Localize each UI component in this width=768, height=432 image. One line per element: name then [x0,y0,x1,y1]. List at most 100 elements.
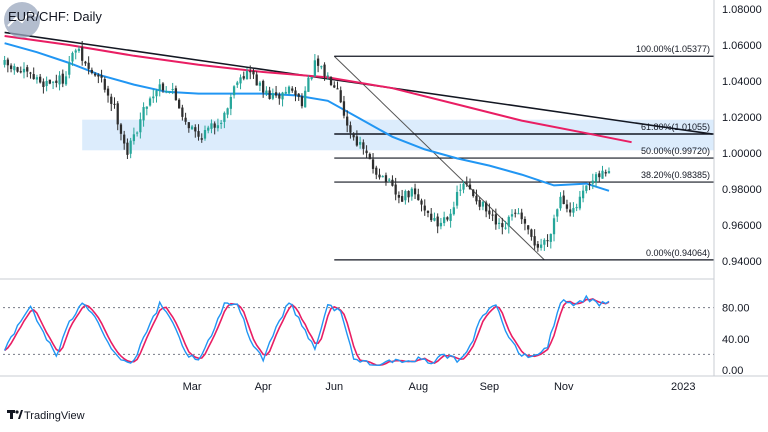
candle-body [468,184,472,190]
candle-body [575,207,578,209]
candle-body [549,233,552,242]
candle-body [336,88,339,90]
candle-body [174,88,178,101]
candle-body [371,159,375,169]
price-axis-label: 1.06000 [722,40,762,52]
candle-body [546,240,549,242]
candle-body [242,76,245,79]
candle-body [258,82,262,86]
candle-body [249,71,252,73]
stochastic-axis-label: 0.00 [722,365,743,377]
candle-body [55,80,58,83]
candle-body [29,72,32,74]
price-axis-label: 0.98000 [722,184,762,196]
candle-body [213,123,216,128]
candle-body [58,75,61,85]
candle-body [77,48,81,51]
candle-body [113,103,116,105]
candle-body [517,213,520,215]
candle-body [81,47,84,61]
time-axis-label: Mar [183,381,202,393]
candle-body [407,190,410,198]
candle-body [588,183,591,185]
candle-body [455,191,459,206]
candle-body [507,216,510,227]
candle-body [394,184,397,195]
candle-body [358,141,362,145]
stochastic-axis-label: 80.00 [722,303,750,315]
tradingview-logo[interactable]: TradingView [7,410,85,422]
candle-body [281,92,284,100]
candle-body [165,91,168,93]
time-axis-label: Nov [554,381,574,393]
candle-body [329,77,333,86]
candle-body [278,94,281,99]
candle-body [45,80,48,87]
resistance-zone [82,119,714,151]
candle-body [252,71,255,75]
candle-body [578,196,582,209]
fib-level-label: 0.00%(0.94064) [646,248,710,258]
price-axis-label: 1.00000 [722,148,762,160]
price-axis-label: 0.96000 [722,220,762,232]
candle-body [497,222,501,224]
candle-body [333,85,336,88]
stochastic-k-line [3,294,610,367]
candle-body [400,196,404,202]
stochastic-pane[interactable] [3,294,714,367]
candle-body [313,60,317,77]
candle-body [171,88,174,90]
price-pane[interactable]: 100.00%(1.05377) 61.80%(1.01055) 50.00%(0.… [3,31,714,261]
candle-body [123,134,126,144]
candle-body [465,183,468,185]
fib-level-label: 61.80%(1.01055) [641,122,710,132]
candle-body [106,88,110,96]
candle-body [530,229,533,237]
candle-body [391,179,394,186]
candle-body [323,64,326,77]
candle-body [16,67,19,72]
candle-body [533,236,536,246]
stochastic-axis-label: 40.00 [722,334,750,346]
candle-body [488,210,491,215]
candle-body [203,129,207,139]
candle-body [274,92,278,96]
candle-body [572,208,575,213]
candle-body [13,66,16,71]
candle-body [68,63,71,75]
candle-body [433,217,436,221]
candle-body [129,140,132,154]
candle-body [591,180,594,184]
time-axis-label: Sep [480,381,500,393]
axis-labels: 1.08000 1.06000 1.04000 1.02000 1.00000 0.980… [183,4,762,393]
candle-body [9,65,13,69]
symbol-icon[interactable] [4,2,40,38]
candle-body [504,227,507,229]
candle-body [184,117,187,122]
candle-body [97,74,100,77]
candle-body [485,202,488,212]
candle-body [236,82,239,85]
candle-body [565,204,569,209]
candle-body [229,97,232,109]
fib-level-label: 50.00%(0.99720) [641,146,710,156]
candle-body [527,225,530,230]
candle-body [388,179,391,181]
candle-body [604,172,607,174]
candle-body [339,90,342,103]
candle-body [539,244,543,248]
candle-body [423,205,426,211]
candle-body [346,116,349,126]
candle-body [417,194,420,201]
candle-body [161,83,165,91]
candle-body [514,212,517,214]
candle-body [3,60,6,65]
candle-body [39,76,42,83]
candle-body [245,71,249,80]
candle-body [459,189,462,191]
candle-body [216,125,220,129]
candle-body [342,101,346,116]
candle-body [64,76,68,85]
candle-body [100,75,103,78]
